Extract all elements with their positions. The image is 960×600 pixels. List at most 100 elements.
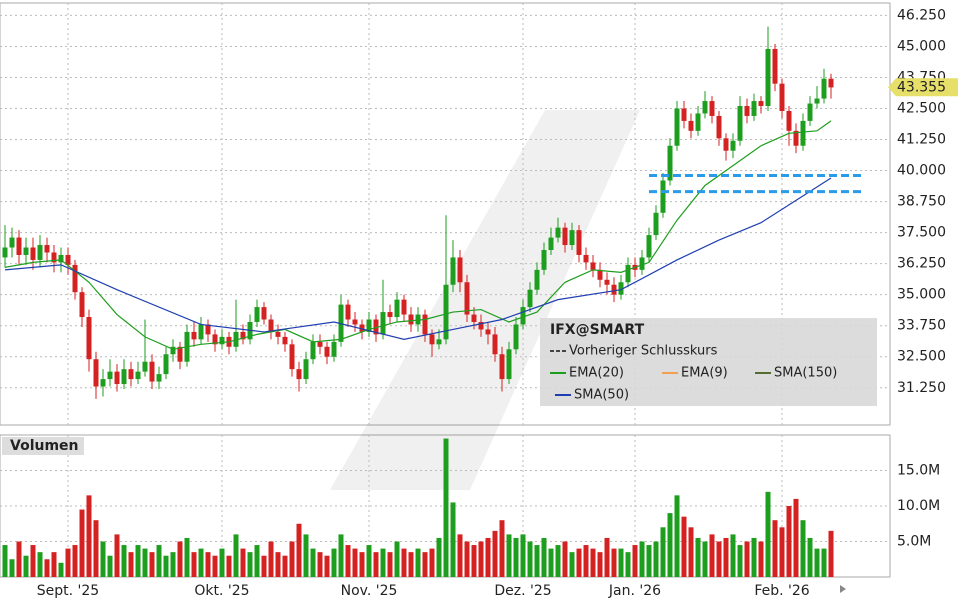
volume-bar (779, 527, 785, 577)
candle-body (16, 237, 22, 255)
volume-bar (786, 506, 792, 577)
candle-body (107, 371, 113, 380)
candle-body (268, 319, 274, 332)
last-price-label: 43.355 (897, 79, 946, 95)
candle-body (212, 334, 218, 345)
candle-body (436, 339, 442, 345)
candle-body (261, 307, 267, 320)
candle-body (79, 292, 85, 318)
volume-bar (632, 545, 638, 577)
volume-bar (828, 530, 834, 577)
volume-bar (541, 537, 547, 577)
volume-bar (198, 548, 204, 577)
volume-bar (324, 555, 330, 577)
candle-body (345, 304, 351, 320)
y-tick-label: 42.500 (897, 101, 946, 117)
volume-bar (352, 548, 358, 577)
candle-body (289, 344, 295, 370)
volume-bar (247, 552, 253, 577)
candle-body (9, 237, 15, 248)
candle-body (506, 349, 512, 380)
candle-body (198, 324, 204, 340)
y-tick-label: 37.500 (897, 225, 946, 241)
volume-bar (807, 537, 813, 577)
volume-bar (338, 534, 344, 577)
volume-bar (93, 520, 99, 577)
y-tick-label: 31.250 (897, 380, 946, 396)
volume-bar (436, 537, 442, 577)
x-tick-label: Dez. '25 (494, 583, 551, 599)
candle-body (828, 78, 834, 88)
volume-bar (268, 541, 274, 577)
candle-body (93, 359, 99, 387)
volume-bar (65, 548, 71, 577)
candle-body (478, 321, 484, 330)
candle-body (492, 334, 498, 355)
volume-bar (569, 552, 575, 577)
candle-body (156, 374, 162, 382)
volume-bar (597, 552, 603, 577)
y-tick-label: 41.250 (897, 132, 946, 148)
y-tick-label: 38.750 (897, 194, 946, 210)
candle-body (499, 354, 505, 380)
watermark (330, 110, 640, 490)
volume-bar (485, 537, 491, 577)
candle-body (569, 230, 575, 246)
volume-bar (380, 548, 386, 577)
candle-body (751, 101, 757, 116)
candle-body (681, 108, 687, 121)
volume-bar (401, 548, 407, 577)
volume-bar (422, 552, 428, 577)
volume-bar (471, 545, 477, 577)
volume-bar (821, 548, 827, 577)
volume-bar (205, 552, 211, 577)
volume-bar (58, 562, 64, 577)
candle-body (422, 314, 428, 335)
candle-body (548, 237, 554, 250)
volume-bar (177, 541, 183, 577)
candle-body (65, 254, 71, 265)
volume-bar (464, 541, 470, 577)
volume-bar (793, 498, 799, 577)
candle-body (723, 138, 729, 151)
x-tick-label: Nov. '25 (341, 583, 398, 599)
candle-body (807, 103, 813, 121)
candle-body (653, 212, 659, 236)
candle-body (457, 257, 463, 283)
candle-body (2, 247, 8, 258)
volume-tick-label: 15.0M (897, 463, 940, 479)
volume-bar (282, 555, 288, 577)
candle-body (114, 371, 120, 385)
volume-bar (555, 545, 561, 577)
volume-bar (702, 541, 708, 577)
volume-bar (233, 534, 239, 577)
candle-body (779, 83, 785, 111)
volume-bar (765, 491, 771, 577)
candle-body (485, 329, 491, 335)
volume-bar (688, 527, 694, 577)
candle-body (541, 249, 547, 270)
candle-body (58, 254, 64, 263)
volume-bar (37, 552, 43, 577)
volume-bar (128, 552, 134, 577)
volume-bar (457, 534, 463, 577)
candle-body (660, 180, 666, 213)
candle-body (814, 98, 820, 104)
volume-title: Volumen (10, 438, 79, 454)
candle-body (674, 108, 680, 146)
candle-body (240, 331, 246, 340)
volume-title-box (2, 437, 84, 455)
legend-entry: SMA(150) (774, 366, 837, 381)
volume-bar (576, 548, 582, 577)
candle-body (100, 379, 106, 387)
x-tick-label: Jan. '26 (608, 583, 661, 599)
candle-body (688, 120, 694, 131)
candle-body (387, 312, 393, 318)
volume-bar (618, 548, 624, 577)
candle-body (219, 336, 225, 345)
volume-bar (639, 541, 645, 577)
candle-body (310, 341, 316, 360)
volume-bar (548, 548, 554, 577)
legend-box (540, 318, 877, 406)
volume-bar (373, 552, 379, 577)
